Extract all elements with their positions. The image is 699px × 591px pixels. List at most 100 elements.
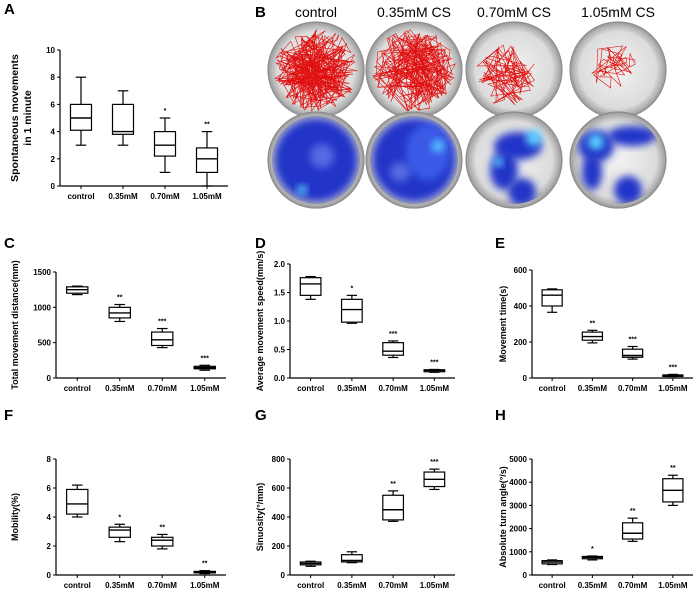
box-iqr bbox=[151, 331, 174, 347]
x-tick-label: 0.35mM bbox=[105, 384, 135, 393]
condition-label-control: control bbox=[295, 4, 337, 20]
y-axis-label: Sinuosity(°/mm) bbox=[255, 483, 265, 552]
significance-mark: * bbox=[164, 108, 167, 115]
y-tick-label: 2000 bbox=[509, 525, 527, 534]
x-tick-label: 0.70mM bbox=[378, 384, 408, 393]
y-tick-label: 4000 bbox=[509, 478, 527, 487]
x-tick-label: 0.70mM bbox=[150, 192, 180, 201]
panel-letter-d: D bbox=[255, 235, 266, 252]
y-tick-label: 1000 bbox=[509, 548, 527, 557]
y-tick-label: 4 bbox=[51, 128, 56, 137]
chart-panel-h: H 0 1000 2000 3000 4000 5000 control 0.35mM 0.70m… bbox=[495, 407, 693, 590]
y-tick-label: 800 bbox=[272, 455, 286, 464]
panel-letter-g: G bbox=[255, 407, 267, 424]
x-tick-label: 1.05mM bbox=[420, 384, 450, 393]
box-035mM: * bbox=[581, 546, 604, 561]
box-070mM: ** bbox=[151, 524, 174, 550]
y-tick-label: 400 bbox=[514, 302, 528, 311]
significance-mark: *** bbox=[669, 364, 677, 371]
panel-letter-c: C bbox=[4, 235, 15, 252]
heatmap-dish-2 bbox=[465, 111, 563, 209]
condition-label-105: 1.05mM CS bbox=[581, 4, 655, 20]
panel-b-tracking: B control 0.35mM CS 0.70mM CS 1.05mM CS bbox=[255, 4, 667, 209]
x-tick-label: 1.05mM bbox=[190, 581, 220, 590]
heatmap-dish-1 bbox=[365, 111, 463, 209]
y-tick-label: 0.0 bbox=[274, 374, 286, 383]
y-tick-label: 6 bbox=[47, 484, 52, 493]
box-iqr bbox=[195, 147, 219, 173]
y-tick-label: 200 bbox=[514, 338, 528, 347]
y-tick-label: 600 bbox=[272, 484, 286, 493]
significance-mark: *** bbox=[158, 319, 166, 326]
box-105mM: ** bbox=[662, 465, 684, 506]
chart-panel-d: D 0.0 0.5 1.0 1.5 2.0 control 0.35mM 0.70mM 1.05m… bbox=[255, 235, 455, 393]
box-iqr bbox=[382, 494, 405, 521]
x-tick-label: 0.35mM bbox=[578, 384, 608, 393]
box-control bbox=[66, 285, 89, 296]
panel-letter-e: E bbox=[495, 235, 505, 252]
y-tick-label: 500 bbox=[38, 339, 52, 348]
x-tick-label: 1.05mM bbox=[190, 384, 220, 393]
chart-panel-e: E 0 200 400 600 control 0.35mM 0.70mM 1.05mM Move… bbox=[495, 235, 693, 393]
box-070mM: * bbox=[153, 108, 177, 173]
x-tick-label: 0.35mM bbox=[578, 581, 608, 590]
box-070mM: ** bbox=[621, 508, 644, 542]
box-035mM: ** bbox=[108, 295, 131, 323]
chart-panel-g: G 0 200 400 600 800 control 0.35mM 0.70mM 1.05mM S… bbox=[255, 407, 455, 590]
box-070mM: ** bbox=[382, 481, 405, 522]
box-iqr bbox=[153, 131, 177, 157]
track-dish-2 bbox=[465, 21, 563, 119]
heatmap-dish-0 bbox=[267, 111, 365, 209]
box-control bbox=[69, 76, 93, 146]
box-control bbox=[299, 560, 322, 567]
y-tick-label: 0 bbox=[523, 374, 528, 383]
y-tick-label: 0 bbox=[51, 182, 56, 191]
box-control bbox=[541, 288, 563, 313]
box-iqr bbox=[151, 536, 174, 547]
significance-mark: ** bbox=[390, 481, 396, 488]
y-tick-label: 200 bbox=[272, 542, 286, 551]
significance-mark: ** bbox=[204, 122, 210, 129]
box-iqr bbox=[541, 289, 563, 307]
y-tick-label: 8 bbox=[51, 73, 56, 82]
x-tick-label: control bbox=[64, 384, 91, 393]
x-tick-label: 0.35mM bbox=[108, 192, 138, 201]
box-iqr bbox=[382, 342, 405, 356]
significance-mark: ** bbox=[202, 561, 208, 568]
x-tick-label: control bbox=[539, 581, 566, 590]
y-tick-label: 1000 bbox=[33, 303, 51, 312]
significance-mark: ** bbox=[630, 508, 636, 515]
significance-mark: *** bbox=[201, 355, 209, 362]
x-tick-label: 0.35mM bbox=[337, 581, 367, 590]
x-tick-label: 0.70mM bbox=[618, 384, 648, 393]
y-axis-label: Spontaneous movementsin 1 minute bbox=[9, 54, 34, 182]
panel-letter-f: F bbox=[4, 407, 13, 424]
box-iqr bbox=[111, 103, 135, 135]
box-035mM bbox=[111, 90, 135, 146]
y-tick-label: 400 bbox=[272, 513, 286, 522]
panel-letter-h: H bbox=[495, 407, 506, 424]
y-tick-label: 8 bbox=[47, 455, 52, 464]
x-tick-label: control bbox=[297, 581, 324, 590]
y-tick-label: 0 bbox=[523, 571, 528, 580]
significance-mark: *** bbox=[629, 337, 637, 344]
condition-label-070: 0.70mM CS bbox=[477, 4, 551, 20]
heatmap-dish-3 bbox=[569, 111, 667, 209]
chart-panel-f: F 0 2 4 6 8 control 0.35mM 0.70mM 1.05mM Mobility(… bbox=[4, 407, 226, 590]
box-105mM: *** bbox=[423, 459, 446, 491]
x-tick-label: control bbox=[64, 581, 91, 590]
box-035mM: * bbox=[340, 285, 363, 324]
y-tick-label: 0 bbox=[47, 374, 52, 383]
x-tick-label: 1.05mM bbox=[658, 384, 688, 393]
x-tick-label: 0.35mM bbox=[105, 581, 135, 590]
box-105mM: *** bbox=[662, 364, 684, 378]
box-control bbox=[299, 275, 322, 300]
box-iqr bbox=[108, 526, 131, 538]
box-control bbox=[541, 559, 563, 566]
box-iqr bbox=[621, 522, 644, 540]
y-tick-label: 0 bbox=[47, 571, 52, 580]
box-035mM: * bbox=[108, 514, 131, 543]
box-070mM: *** bbox=[621, 337, 644, 360]
condition-label-035: 0.35mM CS bbox=[377, 4, 451, 20]
